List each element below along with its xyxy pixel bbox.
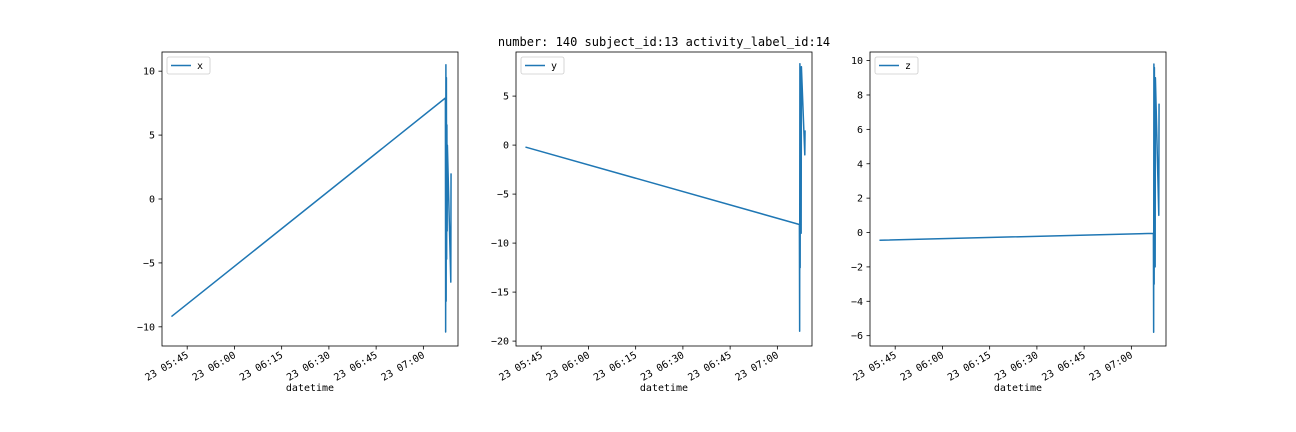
figure-suptitle: number: 140 subject_id:13 activity_label… [498, 35, 830, 49]
x-tick-label: 23 06:30 [285, 350, 332, 384]
y-tick-label: −10 [491, 239, 509, 250]
x-axis-label: datetime [640, 383, 688, 394]
series-line-x [170, 64, 452, 333]
axes-frame [869, 51, 1167, 347]
legend: x [166, 56, 211, 75]
subplot-1: −10 −5 0 5 10 23 05:45 23 06:00 23 06:15 23 06:3… [137, 51, 459, 394]
y-tick-label: −5 [143, 258, 155, 269]
y-tick-label: 5 [149, 131, 155, 142]
y-tick-label: 0 [503, 141, 509, 152]
x-tick-label: 23 05:45 [143, 350, 190, 384]
axes-frame [515, 51, 813, 347]
legend-label: y [551, 61, 557, 72]
y-tick-label: 2 [857, 194, 863, 205]
legend-label: z [905, 61, 911, 72]
x-axis-label: datetime [994, 383, 1042, 394]
axes-frame [161, 51, 459, 347]
y-tick-label: −2 [851, 262, 863, 273]
y-tick-label: −4 [851, 297, 863, 308]
y-tick-label: −10 [137, 322, 155, 333]
x-tick-label: 23 06:00 [899, 350, 946, 384]
x-tick-label: 23 06:45 [332, 350, 379, 384]
y-tick-label: 4 [857, 159, 863, 170]
x-tick-label: 23 07:00 [380, 350, 427, 384]
y-tick-label: −5 [497, 190, 509, 201]
x-tick-label: 23 06:30 [993, 350, 1040, 384]
x-axis-label: datetime [286, 383, 334, 394]
y-tick-label: 5 [503, 92, 509, 103]
x-tick-label: 23 06:45 [1040, 350, 1087, 384]
x-tick-label: 23 06:15 [238, 350, 285, 384]
y-tick-label: −20 [491, 337, 509, 348]
y-tick-label: 0 [857, 228, 863, 239]
y-tick-label: −6 [851, 331, 863, 342]
x-tick-label: 23 06:45 [686, 350, 733, 384]
x-tick-label: 23 06:30 [639, 350, 686, 384]
legend: y [520, 56, 565, 75]
x-tick-label: 23 06:15 [592, 350, 639, 384]
x-tick-label: 23 05:45 [497, 350, 544, 384]
x-tick-label: 23 06:15 [946, 350, 993, 384]
legend: z [874, 56, 919, 75]
y-tick-label: 6 [857, 125, 863, 136]
y-tick-label: 10 [851, 56, 863, 67]
series-line-z [879, 63, 1160, 333]
x-tick-label: 23 07:00 [1088, 350, 1135, 384]
y-tick-label: 0 [149, 195, 155, 206]
x-tick-label: 23 06:00 [545, 350, 592, 384]
y-tick-label: 10 [143, 67, 155, 78]
y-tick-label: −15 [491, 288, 509, 299]
legend-label: x [197, 61, 203, 72]
x-tick-label: 23 06:00 [191, 350, 238, 384]
x-tick-label: 23 05:45 [851, 350, 898, 384]
series-line-y [525, 63, 806, 333]
y-tick-label: 8 [857, 90, 863, 101]
x-tick-label: 23 07:00 [734, 350, 781, 384]
